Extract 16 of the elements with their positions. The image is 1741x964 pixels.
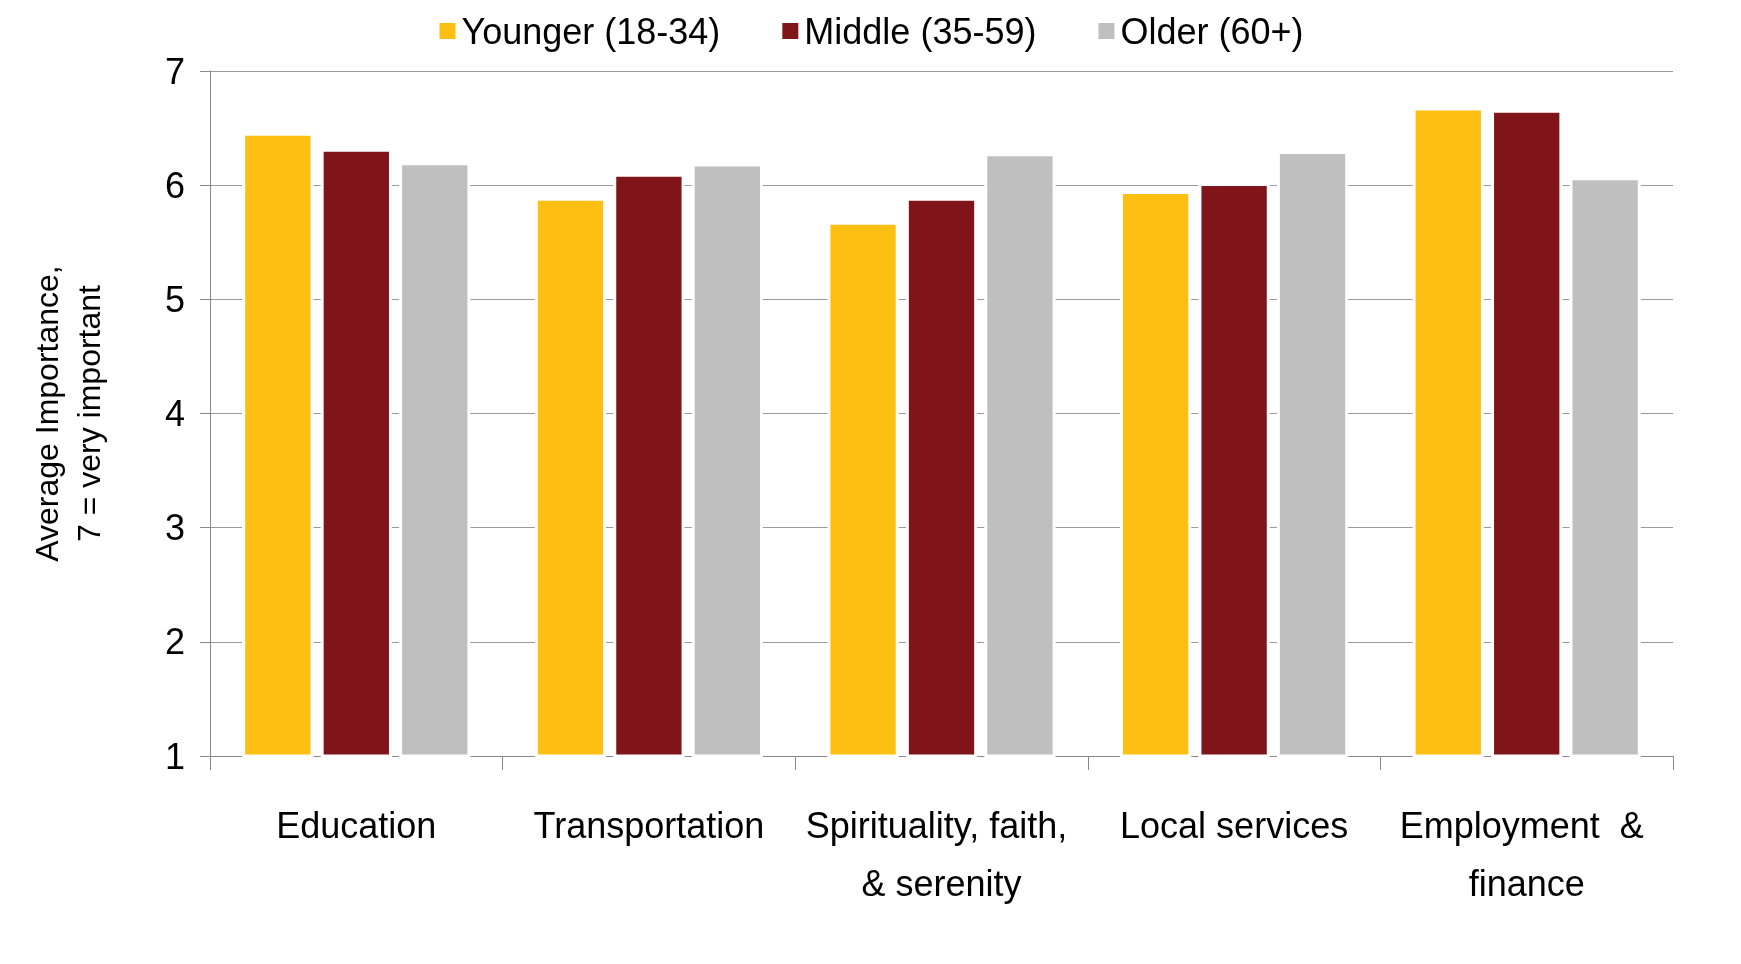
legend-label: Middle (35-59) xyxy=(804,10,1037,52)
y-tick-label: 1 xyxy=(164,735,185,777)
y-axis-title: Average Importance, 7 = very important xyxy=(29,265,107,562)
y-tick-label: 7 xyxy=(164,50,185,92)
x-tick-label: Transportation xyxy=(533,804,765,846)
y-tick-label: 2 xyxy=(164,621,185,663)
x-tick-label: Employment & finance xyxy=(1399,804,1654,904)
y-tick-label: 6 xyxy=(164,164,185,206)
y-tick-label: 4 xyxy=(164,393,185,434)
legend-label: Younger (18-34) xyxy=(461,10,721,52)
x-tick-label: Education xyxy=(276,804,437,846)
x-tick-label: Local services xyxy=(1120,804,1349,846)
y-tick-label: 5 xyxy=(164,278,185,320)
legend-label: Older (60+) xyxy=(1120,10,1304,52)
y-tick-label: 3 xyxy=(164,507,185,549)
x-tick-label: Spirituality, faith, & serenity xyxy=(805,804,1078,904)
